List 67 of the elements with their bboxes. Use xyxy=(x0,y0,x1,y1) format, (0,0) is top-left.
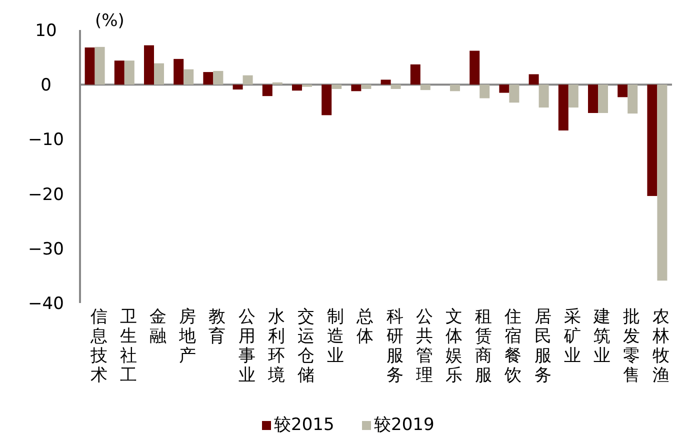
x-tick-label: 建筑业 xyxy=(592,307,610,366)
x-tick-label: 房地产 xyxy=(178,307,196,366)
legend-label: 较2015 xyxy=(274,415,334,435)
bar xyxy=(420,84,430,90)
x-tick-label: 交运仓储 xyxy=(298,307,314,386)
x-tick-label: 居民服务 xyxy=(534,307,552,386)
bar xyxy=(568,84,578,108)
bar xyxy=(94,46,105,85)
x-tick-label: 水利环境 xyxy=(266,307,285,386)
bar xyxy=(351,84,362,92)
x-tick-label: 总体 xyxy=(356,307,374,346)
bar xyxy=(144,45,154,85)
x-tick-label: 信息技术 xyxy=(89,307,108,386)
x-tick-label: 制造业 xyxy=(327,307,344,366)
bar xyxy=(272,82,282,85)
y-tick-label: 0 xyxy=(40,76,52,96)
bar xyxy=(154,63,164,85)
bar xyxy=(628,84,638,114)
bar xyxy=(174,58,184,85)
x-tick-label: 农林牧渔 xyxy=(652,307,670,386)
y-axis-title: (%) xyxy=(95,11,124,31)
bar xyxy=(410,64,420,85)
x-tick-label: 公用事业 xyxy=(238,307,256,386)
x-tick-label: 卫生社工 xyxy=(120,307,137,386)
x-tick-label: 采矿业 xyxy=(562,307,581,366)
bar xyxy=(618,84,628,98)
bar xyxy=(538,84,549,108)
y-tick-label: −20 xyxy=(28,184,64,205)
x-tick-label: 金融 xyxy=(150,307,166,346)
x-tick-label: 科研服务 xyxy=(386,307,404,386)
bar xyxy=(242,75,253,85)
bar xyxy=(184,69,194,85)
x-tick-label: 公共管理 xyxy=(416,307,433,386)
bar xyxy=(390,84,401,89)
x-tick-label: 批发零售 xyxy=(623,307,640,386)
bar xyxy=(332,84,342,89)
bar xyxy=(203,72,214,85)
y-tick-label: 10 xyxy=(35,21,57,41)
bar xyxy=(361,84,372,89)
bar xyxy=(647,84,658,196)
x-tick-label: 住宿餐饮 xyxy=(504,307,522,386)
bar xyxy=(470,50,480,85)
bar xyxy=(588,84,598,113)
bar xyxy=(450,84,460,92)
y-tick-label: −30 xyxy=(28,239,64,260)
bar xyxy=(262,84,272,96)
x-tick-label: 教育 xyxy=(208,307,226,346)
bar xyxy=(499,84,510,93)
bar xyxy=(509,84,520,103)
x-tick-label: 文体娱乐 xyxy=(446,307,462,386)
bar xyxy=(528,74,539,85)
bar xyxy=(292,84,302,91)
bar xyxy=(213,70,224,85)
bar xyxy=(558,84,568,130)
bar xyxy=(84,47,95,85)
bar xyxy=(480,84,490,98)
legend-label: 较2019 xyxy=(374,415,434,435)
bar xyxy=(380,80,391,85)
y-tick-label: −40 xyxy=(28,294,64,314)
bar xyxy=(657,84,668,281)
bar xyxy=(232,84,243,90)
x-tick-label: 租赁商服 xyxy=(475,307,492,386)
bar xyxy=(114,60,124,85)
bar xyxy=(598,84,608,113)
bar xyxy=(124,60,134,85)
y-tick-label: −10 xyxy=(28,130,64,150)
bar xyxy=(322,84,332,116)
